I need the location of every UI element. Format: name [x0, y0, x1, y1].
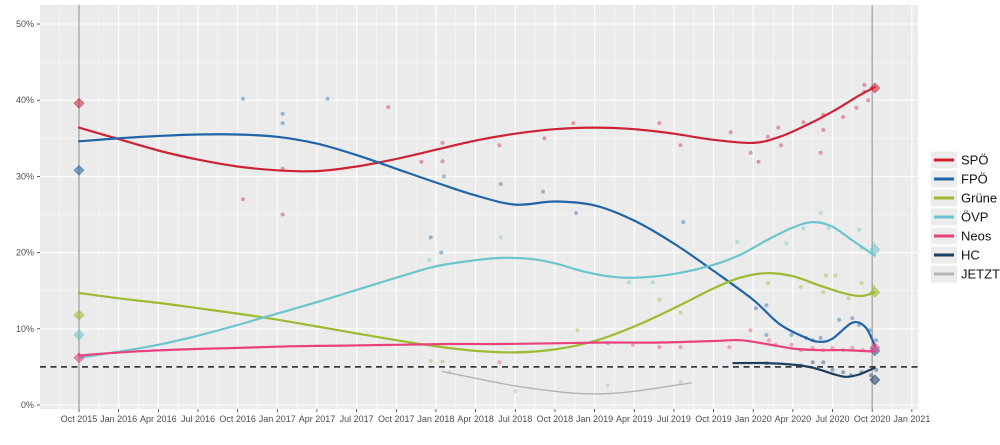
x-axis-label: Jan 2021 — [893, 414, 930, 424]
legend-label-neos: Neos — [961, 229, 992, 244]
legend-item-oevp: ÖVP — [931, 208, 988, 226]
x-axis-label: Oct 2019 — [695, 414, 732, 424]
legend-item-jetzt: JETZT — [931, 265, 1000, 283]
trend-line-oevp — [77, 220, 876, 359]
result-diamond-spoe-2020 — [869, 82, 881, 94]
result-diamond-fpoe-2015 — [73, 164, 85, 176]
trend-line-spoe — [77, 86, 876, 173]
poll-dots-oevp — [427, 211, 876, 285]
x-axis-label: Apr 2020 — [775, 414, 812, 424]
chart-panel — [40, 5, 918, 409]
legend-label-hc: HC — [961, 248, 980, 263]
trend-line-jetzt — [441, 370, 692, 395]
result-diamond-spoe-2015 — [73, 97, 85, 109]
x-axis-label: Jan 2017 — [259, 414, 296, 424]
x-axis-label: Oct 2016 — [219, 414, 256, 424]
legend-label-oevp: ÖVP — [961, 210, 988, 225]
legend-item-fpoe: FPÖ — [931, 170, 988, 188]
trend-line-hc — [732, 361, 876, 378]
result-diamond-oevp-2015 — [73, 329, 85, 341]
x-axis-label: Oct 2020 — [854, 414, 891, 424]
x-axis-label: Apr 2016 — [140, 414, 177, 424]
x-axis-label: Jul 2018 — [498, 414, 532, 424]
x-axis-label: Jan 2018 — [417, 414, 454, 424]
legend-label-fpoe: FPÖ — [961, 172, 988, 187]
legend-label-jetzt: JETZT — [961, 267, 1000, 282]
y-axis-label: 40% — [16, 95, 34, 105]
x-axis-label: Oct 2015 — [61, 414, 98, 424]
x-axis-label: Jul 2019 — [657, 414, 691, 424]
x-axis-label: Jul 2017 — [340, 414, 374, 424]
legend-label-gruene: Grüne — [961, 191, 997, 206]
x-axis-label: Jan 2016 — [100, 414, 137, 424]
x-axis-label: Jul 2020 — [816, 414, 850, 424]
axis-tick-marks — [37, 23, 913, 412]
x-axis-label: Oct 2017 — [378, 414, 415, 424]
x-axis-label: Apr 2018 — [457, 414, 494, 424]
legend: SPÖ FPÖ Grüne ÖVP Neos HC JETZT — [931, 151, 1000, 283]
x-axis-label: Apr 2017 — [299, 414, 336, 424]
result-diamond-gruene-2020 — [869, 286, 881, 298]
result-diamond-hc-2020 — [869, 374, 881, 386]
legend-label-spoe: SPÖ — [961, 153, 988, 168]
y-axis-label: 30% — [16, 171, 34, 181]
result-diamond-gruene-2015 — [73, 309, 85, 321]
result-diamond-neos-2020 — [869, 342, 881, 354]
legend-item-neos: Neos — [931, 227, 992, 245]
trend-line-fpoe — [77, 133, 876, 347]
y-axis-label: 0% — [21, 400, 34, 410]
y-axis-label: 10% — [16, 324, 34, 334]
trend-line-gruene — [77, 272, 876, 354]
x-axis-label: Apr 2019 — [616, 414, 653, 424]
legend-item-gruene: Grüne — [931, 189, 997, 207]
legend-item-spoe: SPÖ — [931, 151, 988, 169]
result-diamond-neos-2015 — [73, 352, 85, 364]
x-axis-label: Jan 2019 — [576, 414, 613, 424]
x-axis-labels: Oct 2015 Jan 2016 Apr 2016 Jul 2016 Oct 2016… — [61, 414, 931, 424]
result-diamond-oevp-2020 — [869, 244, 881, 255]
y-axis-labels: 0% 10% 20% 30% 40% 50% — [16, 19, 34, 410]
trend-line-neos — [77, 338, 876, 357]
y-axis-label: 20% — [16, 248, 34, 258]
x-axis-label: Jan 2020 — [735, 414, 772, 424]
x-axis-label: Jul 2016 — [181, 414, 215, 424]
y-axis-label: 50% — [16, 19, 34, 29]
x-axis-label: Oct 2018 — [537, 414, 574, 424]
legend-item-hc: HC — [931, 246, 980, 264]
